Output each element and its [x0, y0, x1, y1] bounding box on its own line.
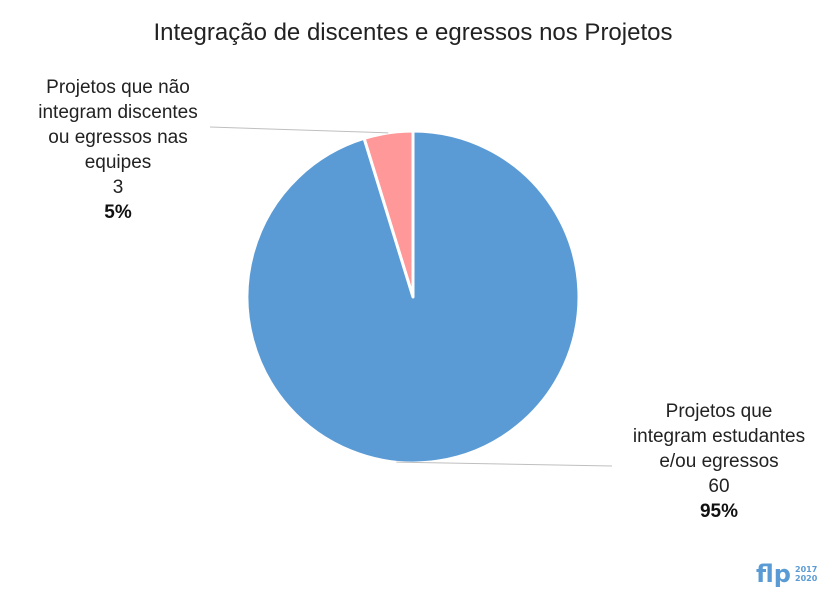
chart-title: Integração de discentes e egressos nos P… [154, 19, 673, 46]
slice-label-integrating: Projetos que integram estudantes e/ou eg… [633, 401, 805, 522]
leader-lines [209, 126, 613, 467]
flp-logo: flp 2017 2020 [756, 560, 818, 588]
slice-label-not-integrating-line-1: Projetos que não [46, 77, 190, 98]
logo-year-top: 2017 [795, 565, 817, 574]
slice-percent-not-integrating: 5% [104, 202, 132, 223]
slice-label-integrating-line-3: e/ou egressos [659, 451, 778, 472]
slice-label-not-integrating: Projetos que não integram discentes ou e… [38, 77, 197, 223]
logo-year-bottom: 2020 [795, 574, 818, 583]
slice-label-not-integrating-line-4: equipes [85, 152, 152, 173]
logo-letters: flp [756, 560, 791, 588]
slice-label-integrating-line-1: Projetos que [666, 401, 773, 422]
slice-percent-integrating: 95% [700, 501, 738, 522]
leader-line-not-integrating [209, 126, 389, 134]
pie-slice-integrating [245, 129, 581, 465]
leader-line-integrating [396, 461, 613, 467]
slice-label-integrating-line-2: integram estudantes [633, 426, 805, 447]
pie-slices [245, 129, 581, 465]
slice-value-integrating: 60 [708, 476, 729, 497]
slice-value-not-integrating: 3 [113, 177, 124, 198]
slice-label-not-integrating-line-3: ou egressos nas [48, 127, 187, 148]
slice-label-not-integrating-line-2: integram discentes [38, 102, 197, 123]
